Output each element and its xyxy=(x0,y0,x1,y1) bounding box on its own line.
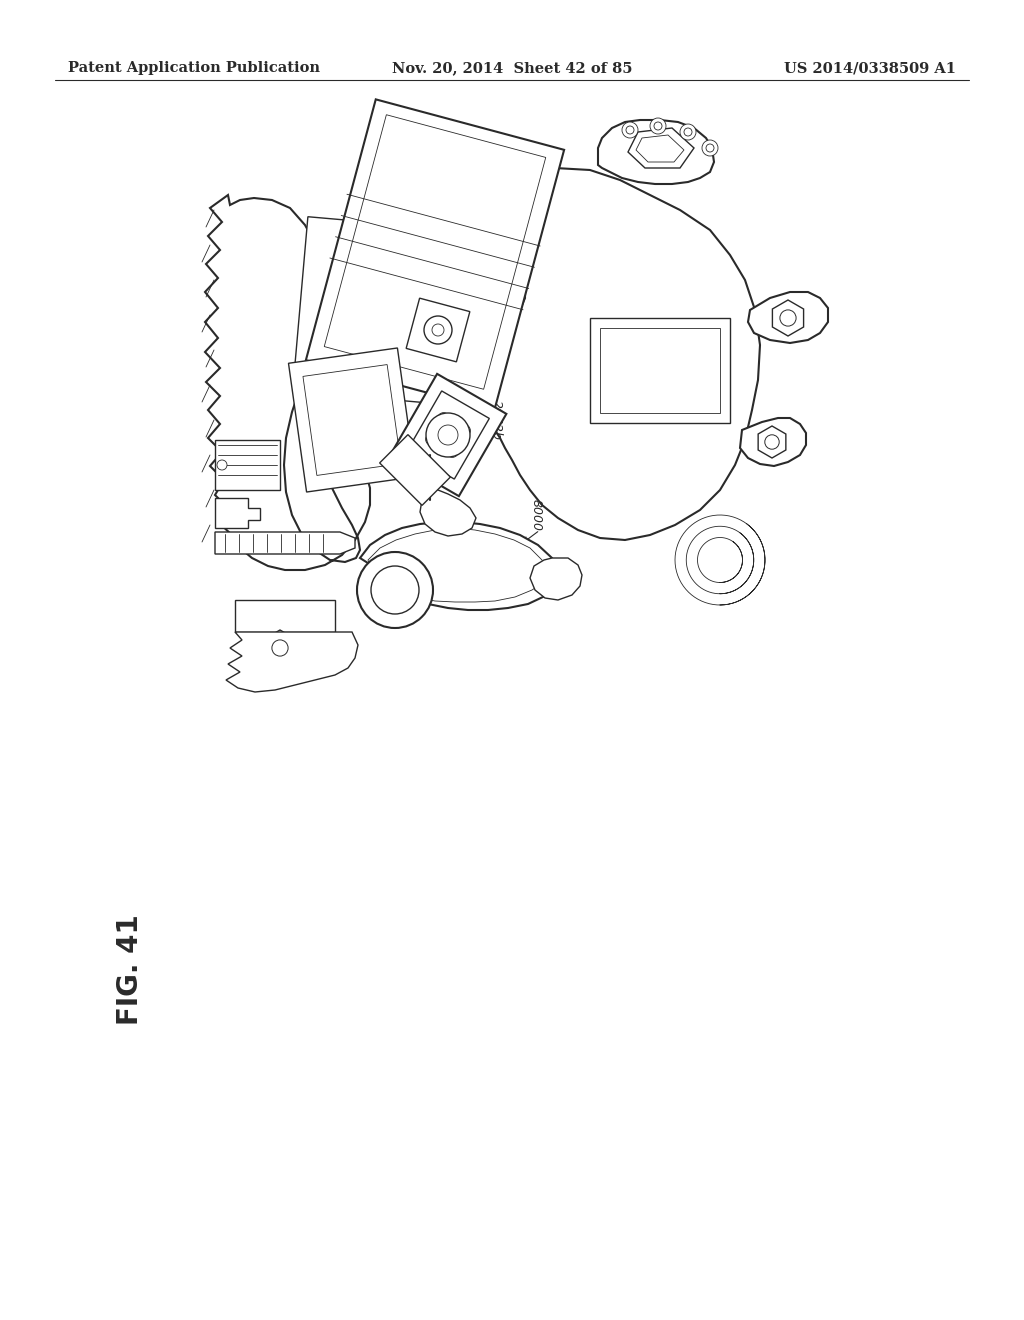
Text: 8000: 8000 xyxy=(530,499,543,531)
Text: 2062b: 2062b xyxy=(490,400,503,440)
Polygon shape xyxy=(598,120,714,183)
Polygon shape xyxy=(234,601,335,632)
Circle shape xyxy=(438,425,458,445)
Polygon shape xyxy=(360,521,558,610)
Circle shape xyxy=(272,640,288,656)
Polygon shape xyxy=(407,298,470,362)
Circle shape xyxy=(765,434,779,449)
Polygon shape xyxy=(740,418,806,466)
Circle shape xyxy=(424,315,452,345)
Text: 3040: 3040 xyxy=(455,444,468,477)
Circle shape xyxy=(446,445,459,458)
Polygon shape xyxy=(226,632,358,692)
Polygon shape xyxy=(389,374,507,496)
Circle shape xyxy=(780,310,796,326)
Polygon shape xyxy=(306,99,564,411)
Circle shape xyxy=(459,425,470,437)
Polygon shape xyxy=(748,292,828,343)
Polygon shape xyxy=(205,195,408,570)
Polygon shape xyxy=(215,440,280,490)
Polygon shape xyxy=(484,168,760,540)
Polygon shape xyxy=(325,115,546,389)
Polygon shape xyxy=(420,488,476,536)
Text: Nov. 20, 2014  Sheet 42 of 85: Nov. 20, 2014 Sheet 42 of 85 xyxy=(392,61,632,75)
Circle shape xyxy=(371,566,419,614)
Polygon shape xyxy=(289,348,416,492)
Polygon shape xyxy=(380,434,451,506)
Circle shape xyxy=(622,121,638,139)
Polygon shape xyxy=(215,532,355,554)
Circle shape xyxy=(684,128,692,136)
Text: 192: 192 xyxy=(258,609,282,622)
Polygon shape xyxy=(530,558,582,601)
Polygon shape xyxy=(407,391,489,479)
Polygon shape xyxy=(368,528,548,602)
Polygon shape xyxy=(215,498,260,528)
Circle shape xyxy=(426,433,437,445)
Circle shape xyxy=(702,140,718,156)
Circle shape xyxy=(217,459,227,470)
Circle shape xyxy=(654,121,662,129)
Polygon shape xyxy=(293,216,447,404)
Polygon shape xyxy=(628,128,694,168)
Circle shape xyxy=(706,144,714,152)
Circle shape xyxy=(650,117,666,135)
Text: 3042: 3042 xyxy=(440,444,453,477)
Circle shape xyxy=(357,552,433,628)
Polygon shape xyxy=(772,300,804,337)
Circle shape xyxy=(426,413,470,457)
Circle shape xyxy=(680,124,696,140)
Polygon shape xyxy=(636,135,684,162)
Polygon shape xyxy=(590,318,730,422)
Polygon shape xyxy=(600,327,720,412)
Circle shape xyxy=(626,125,634,135)
Text: FIG. 41: FIG. 41 xyxy=(116,915,144,1026)
Circle shape xyxy=(437,413,450,425)
Text: Patent Application Publication: Patent Application Publication xyxy=(68,61,319,75)
Polygon shape xyxy=(264,630,296,667)
Circle shape xyxy=(432,323,444,337)
Polygon shape xyxy=(758,426,785,458)
Polygon shape xyxy=(303,364,401,475)
Text: US 2014/0338509 A1: US 2014/0338509 A1 xyxy=(784,61,956,75)
